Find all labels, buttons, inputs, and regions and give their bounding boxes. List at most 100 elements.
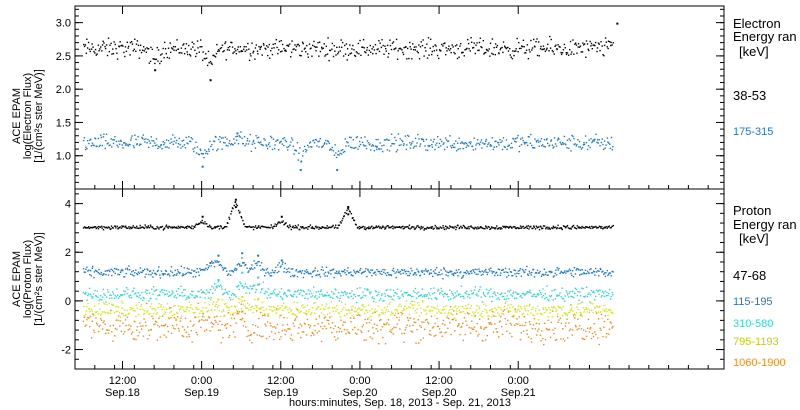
proton-data-point [234, 312, 236, 314]
proton-data-point [347, 331, 350, 334]
proton-data-point [216, 301, 218, 303]
proton-data-point [410, 330, 412, 332]
proton-data-point [500, 326, 503, 328]
proton-data-point [230, 294, 233, 296]
electron-data-point [509, 47, 511, 50]
proton-data-point [446, 315, 448, 317]
proton-data-point [122, 333, 125, 335]
proton-data-point [362, 304, 364, 306]
proton-data-point [315, 274, 317, 277]
proton-data-point [455, 310, 458, 312]
proton-data-point [212, 227, 215, 229]
electron-data-point [553, 146, 555, 148]
proton-data-point [305, 271, 307, 273]
proton-data-point [503, 271, 505, 273]
electron-data-point [585, 141, 588, 144]
proton-data-point [427, 269, 430, 272]
proton-data-point [194, 316, 197, 318]
proton-data-point [358, 225, 361, 228]
proton-data-point [125, 272, 127, 275]
proton-data-point [183, 329, 186, 331]
proton-data-point [105, 226, 108, 229]
proton-data-point [373, 332, 375, 335]
electron-data-point [389, 39, 391, 41]
proton-data-point [553, 332, 555, 335]
proton-data-point [499, 228, 502, 230]
proton-data-point [287, 311, 290, 314]
proton-data-point [474, 286, 477, 288]
proton-data-point [98, 225, 100, 228]
proton-data-point [344, 272, 346, 274]
proton-data-point [427, 297, 430, 300]
proton-data-point [241, 271, 244, 274]
proton-data-point [251, 226, 253, 228]
proton-data-point [338, 224, 340, 226]
proton-data-point [376, 268, 378, 271]
proton-data-point [249, 334, 252, 336]
proton-data-point [322, 295, 324, 297]
electron-data-point [103, 42, 105, 44]
proton-data-point [297, 289, 299, 291]
proton-data-point [499, 320, 501, 322]
electron-data-point [400, 48, 402, 50]
electron-data-point [516, 137, 518, 139]
proton-data-point [302, 307, 305, 309]
proton-data-point [583, 295, 585, 298]
electron-data-point [579, 45, 582, 47]
proton-data-point [465, 272, 467, 275]
electron-data-point [518, 145, 521, 147]
electron-data-point [124, 144, 127, 146]
proton-data-point [436, 228, 438, 230]
electron-data-point [237, 46, 239, 48]
proton-data-point [181, 335, 183, 337]
proton-data-point [346, 292, 348, 294]
electron-data-point [272, 43, 274, 46]
proton-data-point [148, 226, 151, 229]
proton-data-point [427, 227, 429, 230]
proton-data-point [477, 290, 480, 292]
proton-data-point [122, 302, 124, 304]
proton-data-point [322, 226, 324, 229]
electron-data-point [163, 41, 166, 44]
proton-data-point [151, 226, 154, 228]
electron-data-point [127, 47, 129, 49]
proton-data-point [235, 269, 237, 272]
electron-data-point [100, 46, 102, 48]
proton-data-point [443, 268, 445, 270]
proton-data-point [448, 299, 450, 301]
proton-data-point [453, 310, 455, 312]
proton-data-point [328, 294, 330, 296]
proton-data-point [610, 295, 612, 298]
proton-data-point [504, 302, 506, 304]
electron-data-point [438, 49, 441, 51]
proton-data-point [131, 227, 133, 230]
proton-data-point [299, 270, 301, 272]
proton-data-point [402, 272, 405, 275]
proton-data-point [146, 292, 148, 295]
electron-data-point [251, 143, 253, 145]
proton-data-point [179, 271, 181, 274]
proton-data-point [161, 273, 164, 275]
electron-data-point [288, 43, 291, 45]
proton-data-point [299, 228, 301, 231]
proton-data-point [368, 226, 370, 228]
proton-data-point [251, 342, 253, 344]
proton-data-point [434, 224, 436, 227]
electron-data-point [242, 142, 244, 145]
proton-data-point [371, 312, 374, 314]
proton-data-point [144, 312, 146, 315]
electron-data-point [282, 138, 284, 140]
proton-data-point [438, 227, 440, 230]
proton-data-point [88, 227, 91, 230]
proton-data-point [128, 324, 130, 326]
proton-data-point [390, 329, 392, 331]
electron-data-point [411, 43, 414, 45]
electron-data-point [485, 48, 488, 51]
proton-data-point [523, 305, 525, 308]
electron-data-point [113, 139, 115, 141]
proton-data-point [267, 271, 269, 274]
electron-data-point [309, 141, 312, 143]
proton-data-point [488, 226, 490, 228]
proton-data-point [355, 271, 358, 273]
proton-data-point [602, 335, 604, 338]
